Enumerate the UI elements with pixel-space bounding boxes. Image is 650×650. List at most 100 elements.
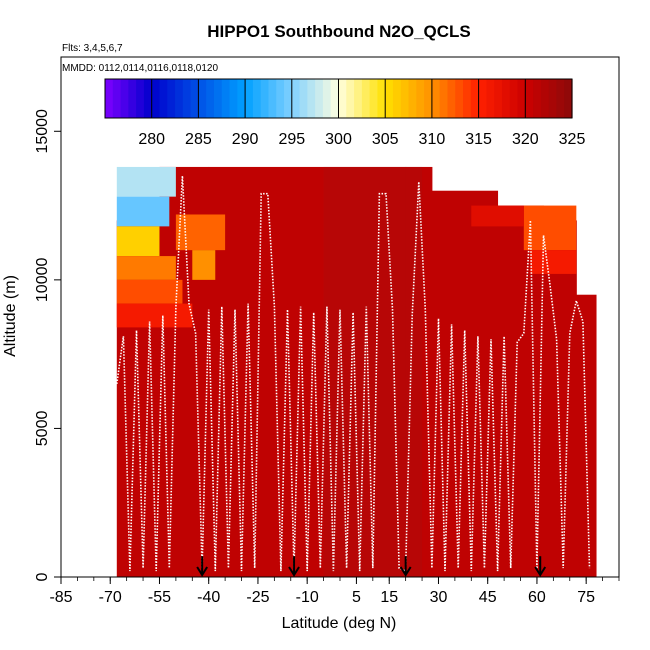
colorbar-segment	[105, 79, 114, 118]
y-tick-label: 5000	[34, 411, 51, 447]
colorbar-segment	[284, 79, 293, 118]
colorbar-tick-label: 320	[512, 131, 539, 148]
x-tick-label: 45	[479, 589, 497, 606]
colorbar-segment	[354, 79, 363, 118]
colorbar-tick-label: 290	[232, 131, 259, 148]
colorbar-segment	[237, 79, 246, 118]
equatorial-band	[323, 166, 423, 577]
colorbar-segment	[400, 79, 410, 118]
colorbar-segment	[392, 79, 402, 118]
flight-marker-head	[196, 566, 208, 577]
colorbar-segment	[221, 79, 231, 118]
colorbar-segment	[206, 79, 215, 118]
x-tick-label: -85	[49, 589, 72, 606]
colorbar-segment	[385, 79, 394, 118]
colorbar-tick-label: 280	[138, 131, 165, 148]
axes: -85 -70 -55 -40 -25 -10 5 15 30 45 60 75 0 5000 10000 1…	[34, 56, 620, 606]
colorbar-segment	[439, 79, 449, 118]
colorbar-tick-label: 325	[559, 131, 586, 148]
colorbar-segment	[470, 79, 480, 118]
colorbar-segment	[494, 79, 503, 118]
colorbar-segment	[175, 79, 184, 118]
colorbar-segment	[260, 79, 270, 118]
flight-marker-head	[534, 566, 547, 577]
colorbar-segment	[517, 79, 526, 118]
colorbar-segment	[338, 79, 347, 118]
colorbar-segment	[330, 79, 340, 118]
colorbar-segment	[307, 79, 316, 118]
colorbar-segment	[276, 79, 285, 118]
x-tick-label: -70	[99, 589, 122, 606]
x-tick-label: 60	[528, 589, 546, 606]
flight-track	[404, 181, 538, 572]
colorbar-segment	[509, 79, 519, 118]
flight-track	[293, 192, 406, 572]
data-column	[431, 190, 499, 577]
x-tick-label: 30	[430, 589, 448, 606]
colorbar-segment	[136, 79, 145, 118]
data-layer	[530, 250, 577, 274]
flight-marker-head	[288, 566, 300, 577]
colorbar-tick-label: 300	[325, 131, 352, 148]
colorbar-segment	[533, 79, 542, 118]
colorbar-segment	[213, 79, 223, 118]
colorbar-segment	[268, 79, 277, 118]
colorbar-segment	[190, 79, 199, 118]
colorbar-segment	[486, 79, 495, 118]
x-tick-label: 5	[352, 589, 361, 606]
data-layer	[175, 214, 226, 251]
chart-title: HIPPO1 Southbound N2O_QCLS	[207, 22, 471, 41]
data-layer	[116, 166, 176, 197]
x-tick-label: -55	[148, 589, 171, 606]
x-tick-label: -40	[197, 589, 220, 606]
colorbar-segment	[346, 79, 355, 118]
data-column	[543, 220, 577, 577]
colorbar-segment	[120, 79, 129, 118]
x-axis-label: Latitude (deg N)	[282, 615, 397, 632]
colorbar-tick-label: 315	[465, 131, 492, 148]
colorbar: 280 285 290 295 300 305 310 315 320 325	[104, 78, 586, 148]
colorbar-segment	[361, 79, 371, 118]
y-axis-label: Altitude (m)	[2, 275, 19, 357]
flights-subtitle: Flts: 3,4,5,6,7	[62, 43, 123, 54]
data-layer	[116, 226, 160, 257]
colorbar-segment	[252, 79, 262, 118]
colorbar-tick-label: 285	[185, 131, 212, 148]
colorbar-segment	[478, 79, 487, 118]
colorbar-segment	[447, 79, 456, 118]
colorbar-segment	[416, 79, 425, 118]
x-tick-label: -25	[246, 589, 269, 606]
colorbar-segment	[455, 79, 464, 118]
data-layer	[116, 303, 193, 328]
colorbar-segment	[182, 79, 192, 118]
colorbar-tick-label: 310	[419, 131, 446, 148]
colorbar-segment	[564, 79, 573, 118]
data-layer	[116, 279, 183, 304]
data-column	[576, 294, 597, 577]
y-tick-label: 10000	[34, 258, 51, 303]
colorbar-segment	[151, 79, 161, 118]
x-tick-label: -10	[296, 589, 319, 606]
data-layer	[471, 205, 524, 227]
colorbar-segment	[167, 79, 176, 118]
colorbar-segment	[548, 79, 558, 118]
flight-track	[116, 175, 203, 572]
plot-area	[116, 166, 597, 578]
colorbar-segment	[128, 79, 137, 118]
x-tick-label: 15	[380, 589, 398, 606]
data-layer	[192, 250, 216, 280]
colorbar-segment	[431, 79, 441, 118]
colorbar-segment	[291, 79, 301, 118]
colorbar-segment	[322, 79, 332, 118]
colorbar-tick-label: 305	[372, 131, 399, 148]
colorbar-segment	[229, 79, 238, 118]
colorbar-segment	[143, 79, 153, 118]
colorbar-segment	[369, 79, 379, 118]
data-layer	[116, 196, 170, 227]
colorbar-segment	[112, 79, 122, 118]
x-tick-label: 75	[577, 589, 595, 606]
colorbar-segment	[315, 79, 324, 118]
colorbar-segment	[463, 79, 472, 118]
